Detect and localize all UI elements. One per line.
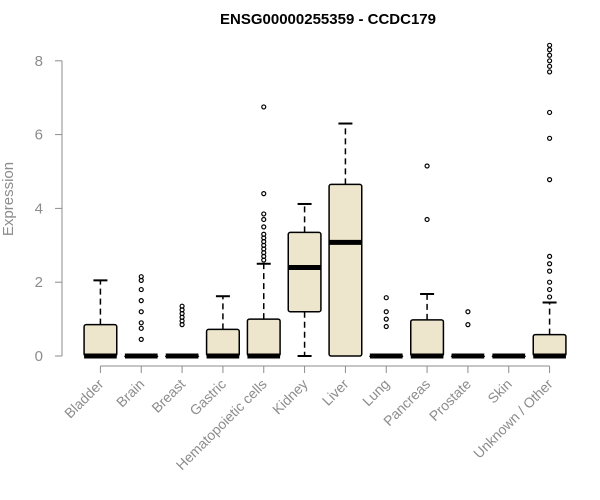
outlier-point (261, 216, 267, 223)
y-tick-label: 4 (35, 200, 43, 217)
outlier-point (546, 47, 553, 53)
box (83, 323, 118, 357)
boxes-layer (83, 42, 567, 359)
box-group (205, 295, 240, 359)
x-tick-label: Breast (148, 376, 188, 416)
outlier-point (546, 69, 553, 75)
box-group (83, 279, 118, 359)
outlier-point (546, 52, 553, 58)
outlier-point (465, 322, 471, 328)
x-tick-label: Kidney (269, 376, 311, 418)
box (410, 319, 445, 357)
outlier-point (179, 303, 185, 309)
box (328, 183, 363, 357)
outlier-point (546, 58, 553, 64)
y-tick-label: 6 (35, 127, 43, 144)
box-group (124, 274, 159, 359)
outlier-point (138, 325, 144, 331)
y-tick-label: 8 (35, 53, 43, 70)
outlier-point (261, 104, 267, 110)
x-tick-label: Bladder (61, 376, 107, 422)
outlier-point (546, 135, 553, 141)
box-group (369, 295, 404, 359)
outlier-point (138, 336, 144, 342)
outlier-point (546, 268, 553, 274)
box-group (165, 303, 200, 359)
outlier-point (424, 163, 430, 169)
outlier-point (383, 316, 389, 322)
box (532, 333, 567, 357)
box (246, 318, 281, 357)
box (205, 328, 240, 357)
box (287, 231, 322, 313)
x-tick-label: Liver (319, 376, 352, 409)
x-tick-label: Brain (113, 376, 147, 410)
outlier-point (546, 109, 553, 116)
outlier-point (261, 191, 267, 197)
outlier-point (138, 309, 144, 315)
box-group (287, 202, 322, 357)
outlier-point (546, 253, 553, 259)
outlier-point (138, 298, 144, 304)
box-group (246, 104, 281, 359)
outlier-point (261, 231, 267, 237)
outlier-point (383, 323, 389, 330)
chart-title: ENSG00000255359 - CCDC179 (220, 11, 436, 28)
box-group (328, 122, 363, 357)
outlier-point (546, 261, 553, 267)
outlier-point (424, 216, 430, 223)
outlier-point (261, 224, 267, 230)
outlier-point (465, 309, 471, 315)
outlier-point (546, 42, 553, 48)
box-group (532, 42, 567, 359)
outlier-point (138, 274, 144, 280)
box-group (450, 309, 486, 359)
outlier-point (546, 286, 553, 293)
box-group (491, 353, 526, 359)
outlier-point (383, 295, 389, 301)
outlier-point (546, 177, 553, 183)
outlier-point (546, 279, 553, 285)
outlier-point (138, 320, 144, 326)
outlier-point (261, 211, 267, 217)
outlier-point (546, 63, 553, 69)
x-tick-label: Lung (359, 376, 392, 409)
outlier-point (138, 286, 144, 293)
outlier-point (383, 309, 389, 315)
x-tick-label: Prostate (426, 376, 474, 424)
box-group (410, 163, 445, 359)
outlier-point (546, 294, 553, 300)
y-tick-label: 0 (35, 348, 43, 365)
y-axis: 0 2 4 6 8 (35, 53, 63, 365)
x-tick-label: Skin (484, 376, 515, 407)
y-tick-label: 2 (35, 274, 43, 291)
y-axis-label: Expression (0, 162, 17, 236)
